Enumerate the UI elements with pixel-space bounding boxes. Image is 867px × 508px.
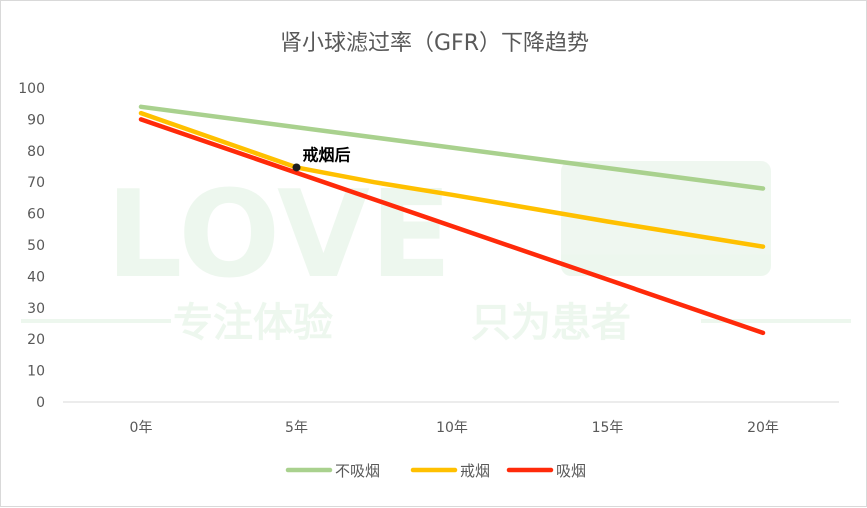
legend-label: 吸烟	[556, 462, 586, 480]
y-tick-label: 10	[27, 364, 45, 380]
y-tick-label: 60	[27, 207, 45, 223]
y-tick-label: 90	[27, 112, 45, 128]
y-tick-label: 30	[27, 301, 45, 317]
watermark-subtitle-right: 只为患者	[471, 300, 631, 346]
y-tick-label: 80	[27, 144, 45, 160]
watermark-logo: LOVE	[106, 166, 452, 305]
series-line	[138, 110, 766, 249]
legend-label: 不吸烟	[335, 462, 380, 480]
watermark-logo-block	[561, 161, 771, 276]
annotation-layer: 戒烟后	[292, 145, 351, 172]
watermark: LOVE 专注体验 只为患者	[21, 161, 851, 346]
watermark-line-left	[21, 319, 171, 323]
x-tick-label: 15年	[592, 420, 624, 436]
y-tick-label: 0	[36, 395, 45, 411]
y-tick-label: 70	[27, 175, 45, 191]
watermark-line-right	[701, 319, 851, 323]
x-tick-label: 20年	[747, 420, 779, 436]
series-line	[138, 104, 766, 191]
series-layer	[138, 104, 766, 336]
y-tick-label: 40	[27, 269, 45, 285]
annotation-marker	[292, 163, 301, 172]
y-tick-label: 50	[27, 238, 45, 254]
y-tick-label: 20	[27, 332, 45, 348]
annotation-label: 戒烟后	[303, 145, 351, 164]
chart-title: 肾小球滤过率（GFR）下降趋势	[280, 31, 589, 56]
y-axis-ticks: 0 10 20 30 40 50 60 70 80 90 100	[18, 81, 45, 411]
x-tick-label: 5年	[285, 420, 308, 436]
x-tick-label: 0年	[130, 420, 153, 436]
x-tick-label: 10年	[436, 420, 468, 436]
x-axis-ticks: 0年 5年 10年 15年 20年	[130, 420, 779, 436]
y-tick-label: 100	[18, 81, 45, 97]
legend-label: 戒烟	[460, 462, 490, 480]
watermark-subtitle-left: 专注体验	[173, 300, 333, 346]
legend: 不吸烟 戒烟 吸烟	[285, 462, 586, 480]
series-line	[138, 117, 766, 336]
